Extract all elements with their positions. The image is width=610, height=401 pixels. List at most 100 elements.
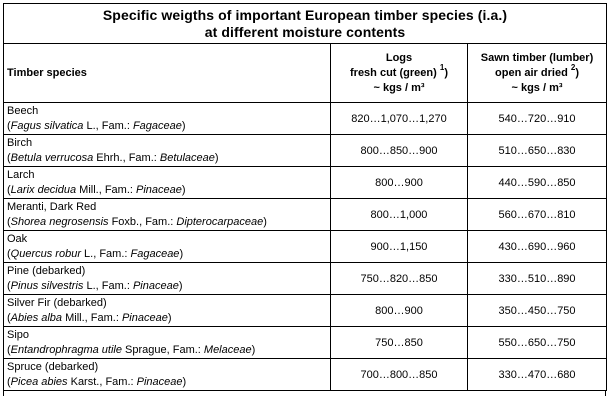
species-cell: Meranti, Dark Red (Shorea negrosensis Fox…	[3, 198, 331, 231]
table-row: Larch (Larix decidua Mill., Fam.: Pinacea…	[3, 166, 608, 199]
header-sawn-timber: Sawn timber (lumber) open air dried 2) ~…	[466, 43, 608, 103]
family-prefix: , Fam.:	[122, 152, 160, 164]
species-author: Ehrh.	[93, 152, 123, 164]
species-author: Foxb.	[108, 216, 140, 228]
family-prefix: , Fam.:	[95, 120, 133, 132]
logs-weight-cell: 750…850	[330, 326, 468, 359]
species-cell: Oak (Quercus robur L., Fam.: Fagaceae)	[3, 230, 331, 263]
species-family: Fagaceae	[130, 248, 180, 260]
botanical-close: )	[263, 216, 267, 228]
header-sawn-line-2: open air dried	[495, 66, 568, 79]
family-prefix: , Fam.:	[84, 312, 122, 324]
botanical-close: )	[178, 280, 183, 292]
species-author: Sprague	[121, 344, 167, 356]
species-cell: Sipo (Entandrophragma utile Sprague, Fam.…	[3, 326, 331, 359]
timber-weights-table: Specific weigths of important European t…	[2, 3, 608, 391]
species-common-name: Sipo	[7, 329, 30, 341]
title-line-1: Specific weigths of important European t…	[102, 6, 508, 23]
family-prefix: , Fam.:	[166, 344, 204, 356]
sawn-weight-cell: 350…450…750	[466, 294, 608, 327]
species-latin: Pinus silvestris	[10, 280, 84, 292]
timber-weights-table-container: Specific weigths of important European t…	[2, 3, 608, 396]
family-prefix: , Fam.:	[99, 376, 137, 388]
species-latin: Abies alba	[10, 312, 63, 324]
species-botanical-name: (Pinus silvestris L., Fam.: Pinaceae)	[7, 280, 183, 292]
sawn-weight-cell: 550…650…750	[466, 326, 608, 359]
header-species-label: Timber species	[7, 66, 87, 79]
header-logs-line-2: fresh cut (green)	[350, 66, 437, 79]
species-latin: Fagus silvatica	[10, 120, 84, 132]
species-cell: Birch (Betula verrucosa Ehrh., Fam.: Betu…	[3, 134, 331, 167]
header-logs: Logs fresh cut (green) 1) ~ kgs / m³	[330, 43, 468, 103]
header-timber-species: Timber species	[3, 43, 331, 103]
species-common-name: Spruce (debarked)	[7, 361, 99, 373]
species-common-name: Beech	[7, 105, 39, 117]
logs-weight-cell: 800…900	[330, 294, 468, 327]
species-botanical-name: (Betula verrucosa Ehrh., Fam.: Betulacea…	[7, 152, 219, 164]
table-row: Birch (Betula verrucosa Ehrh., Fam.: Betu…	[3, 134, 608, 167]
table-row: Meranti, Dark Red (Shorea negrosensis Fox…	[3, 198, 608, 231]
botanical-close: )	[182, 376, 187, 388]
botanical-close: )	[181, 184, 186, 196]
botanical-close: )	[214, 152, 219, 164]
species-latin: Quercus robur	[10, 248, 81, 260]
table-row: Pine (debarked) (Pinus silvestris L., Fam…	[3, 262, 608, 295]
species-latin: Larix decidua	[10, 184, 77, 196]
species-common-name: Pine (debarked)	[7, 265, 86, 277]
logs-weight-cell: 900…1,150	[330, 230, 468, 263]
table-row: Spruce (debarked) (Picea abies Karst., Fa…	[3, 358, 608, 391]
header-sawn-unit: ~ kgs / m³	[511, 81, 563, 94]
species-family: Pinaceae	[121, 312, 168, 324]
sawn-weight-cell: 560…670…810	[466, 198, 608, 231]
header-sawn-line-1: Sawn timber (lumber)	[480, 51, 594, 64]
species-author: L.	[83, 120, 96, 132]
sawn-weight-cell: 430…690…960	[466, 230, 608, 263]
header-logs-line-1: Logs	[385, 51, 413, 64]
botanical-close: )	[251, 344, 256, 356]
species-latin: Betula verrucosa	[10, 152, 94, 164]
species-botanical-name: (Fagus silvatica L., Fam.: Fagaceae)	[7, 120, 186, 132]
species-author: Mill.	[76, 184, 99, 196]
table-row: Beech (Fagus silvatica L., Fam.: Fagaceae…	[3, 102, 608, 135]
sawn-weight-cell: 510…650…830	[466, 134, 608, 167]
species-family: Pinaceae	[136, 376, 183, 388]
species-common-name: Silver Fir (debarked)	[7, 297, 107, 309]
header-logs-unit: ~ kgs / m³	[373, 81, 425, 94]
species-botanical-name: (Entandrophragma utile Sprague, Fam.: Me…	[7, 344, 256, 356]
species-author: L.	[80, 248, 94, 260]
logs-weight-cell: 800…850…900	[330, 134, 468, 167]
sawn-weight-cell: 330…470…680	[466, 358, 608, 391]
species-botanical-name: (Abies alba Mill., Fam.: Pinaceae)	[7, 312, 172, 324]
species-family: Betulaceae	[159, 152, 215, 164]
species-author: Mill.	[62, 312, 85, 324]
sawn-weight-cell: 440…590…850	[466, 166, 608, 199]
title-line-2: at different moisture contents	[204, 23, 406, 40]
botanical-close: )	[179, 248, 184, 260]
species-author: Karst.	[67, 376, 100, 388]
species-family: Fagaceae	[132, 120, 182, 132]
logs-weight-cell: 750…820…850	[330, 262, 468, 295]
species-botanical-name: (Picea abies Karst., Fam.: Pinaceae)	[7, 376, 187, 388]
species-cell: Larch (Larix decidua Mill., Fam.: Pinacea…	[3, 166, 331, 199]
table-row: Oak (Quercus robur L., Fam.: Fagaceae) 900…	[3, 230, 608, 263]
sawn-weight-cell: 540…720…910	[466, 102, 608, 135]
botanical-close: )	[181, 120, 186, 132]
species-cell: Beech (Fagus silvatica L., Fam.: Fagaceae…	[3, 102, 331, 135]
species-common-name: Birch	[7, 137, 33, 149]
table-title: Specific weigths of important European t…	[2, 3, 608, 44]
family-prefix: , Fam.:	[139, 216, 177, 228]
species-family: Pinaceae	[132, 280, 179, 292]
species-botanical-name: (Shorea negrosensis Foxb., Fam.: Diptero…	[7, 216, 267, 228]
family-prefix: , Fam.:	[95, 280, 133, 292]
species-family: Dipterocarpaceae	[176, 216, 264, 228]
header-sawn-footnote: 2	[570, 62, 576, 72]
logs-weight-cell: 800…900	[330, 166, 468, 199]
species-cell: Pine (debarked) (Pinus silvestris L., Fam…	[3, 262, 331, 295]
species-latin: Entandrophragma utile	[10, 344, 122, 356]
species-cell: Spruce (debarked) (Picea abies Karst., Fa…	[3, 358, 331, 391]
species-common-name: Larch	[7, 169, 35, 181]
logs-weight-cell: 800…1,000	[330, 198, 468, 231]
table-row: Silver Fir (debarked) (Abies alba Mill., …	[3, 294, 608, 327]
species-latin: Shorea negrosensis	[10, 216, 109, 228]
header-logs-footnote: 1	[439, 62, 445, 72]
